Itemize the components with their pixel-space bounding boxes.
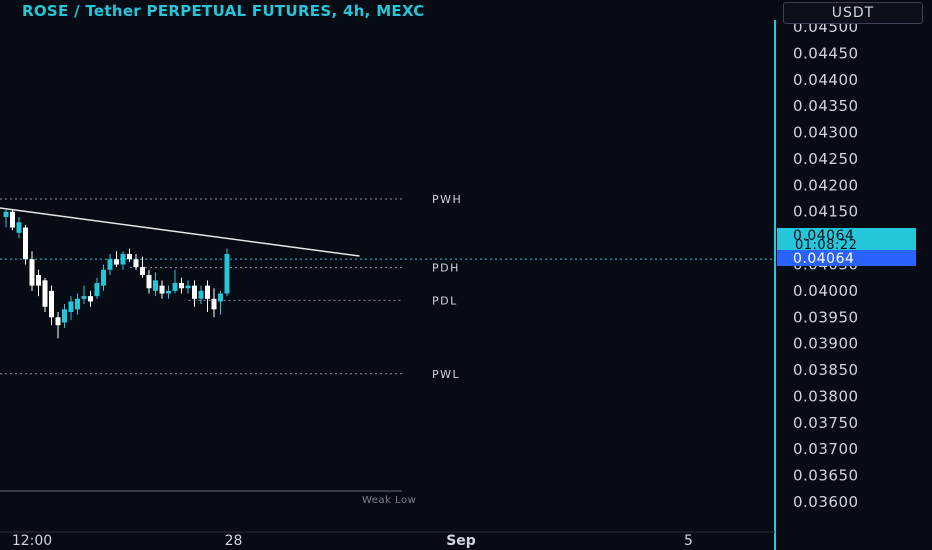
price-tick-label: 0.04350 <box>793 97 859 115</box>
candle-body <box>146 275 152 289</box>
countdown-label: 01:08:22 <box>795 238 857 253</box>
candle-body <box>3 211 9 217</box>
candle-body <box>62 309 67 323</box>
last-price-box <box>777 228 916 250</box>
candle-body <box>224 253 230 294</box>
currency-selector-button[interactable]: USDT <box>783 2 923 24</box>
price-tick-label: 0.04400 <box>793 71 859 89</box>
candle-body <box>10 211 15 228</box>
level-label-pdl: PDL <box>432 294 458 307</box>
level-label-pdh: PDH <box>432 262 460 275</box>
last-price-label: 0.04064 <box>793 228 854 244</box>
candle-body <box>55 317 61 326</box>
candle-body <box>94 282 100 297</box>
level-label-pwh: PWH <box>432 193 462 206</box>
price-tick-label: 0.03850 <box>793 361 859 379</box>
candle-body <box>198 290 204 299</box>
candle-body <box>16 222 22 233</box>
time-tick-label: 28 <box>225 533 243 549</box>
candle-body <box>192 285 197 299</box>
chart-title: ROSE / Tether PERPETUAL FUTURES, 4h, MEX… <box>22 2 425 20</box>
candle-body <box>68 301 74 312</box>
candle-body <box>140 267 145 276</box>
candle-body <box>211 298 217 310</box>
level-label-pwl: PWL <box>432 368 460 381</box>
weak-low-label: Weak Low <box>362 495 416 506</box>
candle-body <box>153 280 158 291</box>
candle-body <box>172 282 178 291</box>
candle-body <box>185 285 191 289</box>
price-tick-label: 0.03750 <box>793 414 859 432</box>
candle-body <box>75 298 80 310</box>
trend-line <box>0 207 360 257</box>
candle-body <box>179 282 184 289</box>
price-tick-label: 0.04000 <box>793 282 859 300</box>
crosshair-price-label: 0.04064 <box>793 251 854 267</box>
time-tick-label: 12:00 <box>12 533 52 549</box>
price-tick-label: 0.03650 <box>793 467 859 485</box>
candle-body <box>81 296 87 299</box>
candle-body <box>133 259 139 268</box>
candle-body <box>218 293 223 302</box>
candle-body <box>29 259 35 286</box>
candle-body <box>107 259 113 270</box>
candle-body <box>114 259 119 265</box>
price-tick-label: 0.04300 <box>793 124 859 142</box>
candle-body <box>101 269 106 286</box>
candle-body <box>166 290 171 294</box>
candle-body <box>120 253 126 265</box>
candle-body <box>42 280 48 307</box>
candle-body <box>88 296 93 302</box>
candle-body <box>36 275 41 286</box>
price-tick-label: 0.04150 <box>793 203 859 221</box>
price-tick-label: 0.03900 <box>793 335 859 353</box>
candle-body <box>205 285 210 299</box>
candle-body <box>23 227 28 260</box>
price-tick-label: 0.03700 <box>793 440 859 458</box>
price-tick-label: 0.03950 <box>793 308 859 326</box>
candle-body <box>127 253 132 260</box>
time-tick-label: 5 <box>684 533 693 549</box>
time-tick-label: Sep <box>446 533 476 549</box>
price-tick-label: 0.03800 <box>793 387 859 405</box>
candle-body <box>159 285 165 294</box>
price-tick-label: 0.04450 <box>793 44 859 62</box>
price-tick-label: 0.04200 <box>793 176 859 194</box>
crosshair-price-box <box>777 250 916 266</box>
candle-body <box>49 290 54 318</box>
price-tick-label: 0.04250 <box>793 150 859 168</box>
price-tick-label: 0.03600 <box>793 493 859 511</box>
